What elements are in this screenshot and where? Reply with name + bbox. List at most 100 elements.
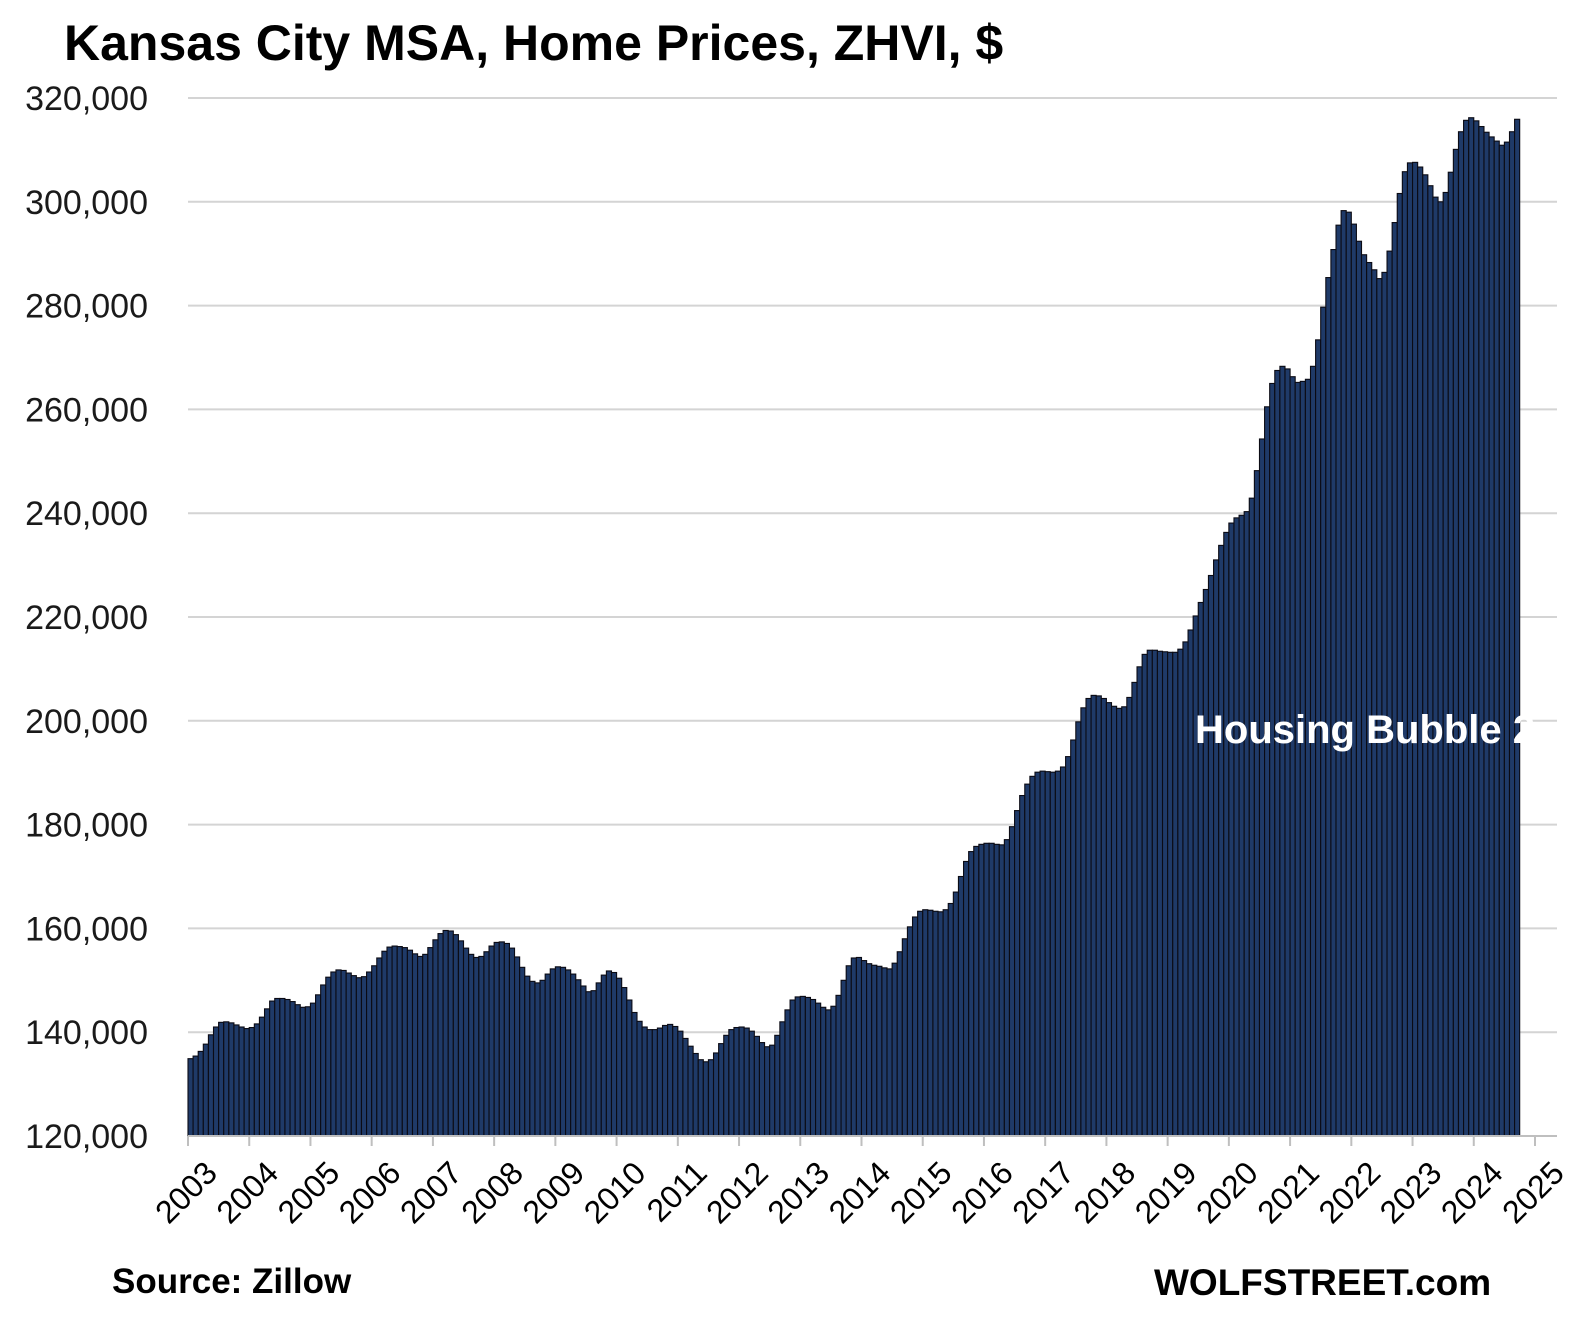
bar xyxy=(1095,695,1102,1137)
bar xyxy=(605,970,613,1137)
bar xyxy=(968,851,975,1137)
bar xyxy=(513,956,521,1137)
bar xyxy=(1075,721,1082,1137)
bar xyxy=(335,969,342,1137)
bar xyxy=(360,976,368,1137)
bar xyxy=(1039,770,1046,1137)
bar xyxy=(1110,705,1118,1137)
bars xyxy=(187,117,1521,1137)
bar xyxy=(595,982,602,1137)
bar xyxy=(432,939,439,1137)
bar xyxy=(1253,470,1261,1137)
bar xyxy=(723,1034,730,1137)
y-tick-label: 120,000 xyxy=(25,1118,148,1156)
bar xyxy=(478,955,485,1137)
bar xyxy=(258,1016,266,1137)
bar xyxy=(947,902,954,1137)
bar xyxy=(473,956,480,1137)
y-tick-label: 320,000 xyxy=(25,80,148,118)
bar xyxy=(1044,771,1051,1137)
bar xyxy=(1427,185,1434,1137)
bar xyxy=(855,956,863,1137)
bar xyxy=(707,1059,715,1137)
bar xyxy=(1070,739,1077,1137)
bar xyxy=(1213,559,1220,1137)
bar xyxy=(871,964,878,1137)
bar xyxy=(1258,438,1266,1137)
bar xyxy=(973,845,980,1137)
bar xyxy=(524,975,531,1137)
bar xyxy=(544,973,551,1137)
bar xyxy=(978,843,985,1137)
x-tick-label: 2025 xyxy=(1495,1154,1571,1230)
bar xyxy=(580,985,587,1137)
bar xyxy=(447,930,454,1137)
bar xyxy=(641,1026,648,1137)
bar xyxy=(585,991,592,1137)
bar xyxy=(661,1024,669,1137)
bar xyxy=(646,1029,653,1137)
bar xyxy=(626,999,633,1137)
bar xyxy=(1401,171,1408,1137)
bar xyxy=(988,842,995,1137)
bar xyxy=(1218,544,1225,1137)
x-tick-label: 2019 xyxy=(1128,1154,1204,1230)
bar xyxy=(269,1000,276,1137)
bar xyxy=(1493,140,1500,1137)
bar xyxy=(1136,666,1143,1137)
bar xyxy=(554,966,562,1137)
bar xyxy=(1417,166,1424,1137)
bar xyxy=(279,997,286,1137)
bar xyxy=(1085,697,1092,1137)
bar xyxy=(340,969,347,1137)
bar xyxy=(804,996,812,1137)
bar xyxy=(197,1050,204,1137)
bar xyxy=(559,966,567,1137)
bar xyxy=(1284,368,1291,1137)
y-tick-label: 180,000 xyxy=(25,807,148,845)
bar xyxy=(1197,601,1204,1137)
bar xyxy=(422,953,429,1137)
bar xyxy=(906,926,914,1137)
bar xyxy=(1335,224,1342,1137)
bar xyxy=(815,1002,822,1137)
bar xyxy=(1483,131,1490,1137)
bar xyxy=(922,909,929,1137)
bar xyxy=(1391,222,1398,1137)
bar xyxy=(468,953,475,1137)
bar xyxy=(636,1020,643,1137)
bar xyxy=(820,1006,827,1137)
bar xyxy=(508,947,516,1137)
x-tick-label: 2010 xyxy=(577,1154,653,1230)
x-tick-label: 2008 xyxy=(454,1154,530,1230)
bar xyxy=(687,1045,694,1137)
bar xyxy=(233,1024,240,1137)
bar xyxy=(901,938,908,1137)
bar xyxy=(1452,148,1460,1137)
x-tick-label: 2018 xyxy=(1067,1154,1143,1230)
bar xyxy=(850,957,857,1137)
bar xyxy=(962,860,970,1137)
bar xyxy=(483,951,490,1137)
bar xyxy=(881,967,888,1137)
bar xyxy=(228,1022,235,1137)
bar xyxy=(243,1028,250,1137)
y-tick-label: 240,000 xyxy=(25,495,148,533)
bar xyxy=(1514,118,1521,1137)
bar xyxy=(1151,649,1158,1137)
bar xyxy=(1003,839,1011,1137)
bar xyxy=(983,842,990,1137)
bar xyxy=(1289,376,1296,1137)
source-label: Source: Zillow xyxy=(112,1262,352,1301)
bar xyxy=(651,1029,658,1137)
bar xyxy=(692,1052,699,1137)
bar xyxy=(1187,629,1194,1137)
bar xyxy=(1442,191,1449,1137)
bar xyxy=(876,965,883,1137)
bar xyxy=(1019,794,1026,1137)
bar xyxy=(1396,192,1403,1137)
bar xyxy=(600,974,607,1137)
bar xyxy=(1029,775,1036,1137)
bar xyxy=(248,1026,255,1137)
